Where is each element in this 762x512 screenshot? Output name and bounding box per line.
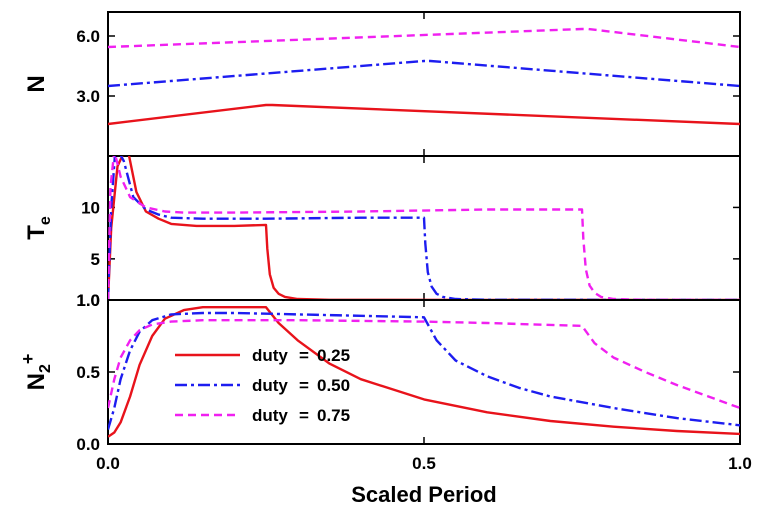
x-tick-label: 0.0 [96, 454, 120, 473]
y-axis-label-sub: e [37, 216, 54, 225]
y-tick-label: 0.5 [76, 363, 100, 382]
y-tick-label: 10 [81, 198, 100, 217]
series-group [108, 27, 740, 126]
series-line-1 [108, 306, 740, 438]
y-axis-label-main: N [23, 373, 50, 390]
panel-3: 0.0 0.5 1.0 N2+ [18, 291, 741, 454]
x-tick-label: 0.5 [412, 454, 436, 473]
y-axis-label-sub: 2 [37, 364, 54, 373]
legend-label-value: 0.25 [317, 346, 350, 365]
series-line-3 [108, 156, 740, 300]
legend-label-equals: = [299, 376, 309, 395]
panel-frame [107, 11, 741, 157]
x-axis: 0.0 0.5 1.0 [96, 454, 752, 473]
series-line-2 [108, 59, 740, 88]
series-line-3 [108, 319, 740, 410]
series-line-2 [108, 311, 740, 430]
y-tick-label: 0.0 [76, 435, 100, 454]
y-tick-label: 5 [91, 250, 100, 269]
y-axis-label-main: N [23, 75, 50, 92]
y-tick-label: 1.0 [76, 291, 100, 310]
y-axis-label: Te [23, 216, 54, 240]
y-tick-label: 3.0 [76, 87, 100, 106]
series-line-1 [108, 103, 740, 126]
y-tick-label: 6.0 [76, 27, 100, 46]
legend-label-prefix: duty [252, 346, 288, 365]
legend-label-equals: = [299, 346, 309, 365]
legend-label-value: 0.75 [317, 406, 350, 425]
series-group [108, 306, 740, 438]
y-tick-label: 1.0 [76, 291, 100, 310]
series-line-3 [108, 27, 740, 49]
y-axis-label-main: T [23, 225, 50, 240]
series-group [108, 156, 740, 300]
series-line-2 [108, 156, 740, 300]
x-tick-label: 1.0 [728, 454, 752, 473]
panel-2: 1.0 5 10 Te [23, 155, 741, 310]
y-axis-label-sup: + [18, 354, 38, 365]
legend-label-value: 0.50 [317, 376, 350, 395]
panel-1: 3.0 6.0 N [23, 11, 741, 157]
legend-label-prefix: duty [252, 406, 288, 425]
legend-label-equals: = [299, 406, 309, 425]
legend-label-prefix: duty [252, 376, 288, 395]
legend: duty = 0.25 duty = 0.50 duty = 0.75 [175, 346, 350, 425]
x-axis-label: Scaled Period [351, 482, 497, 507]
y-axis-label: N2+ [18, 354, 54, 391]
series-line-1 [108, 156, 740, 300]
y-axis-label: N [23, 75, 50, 92]
